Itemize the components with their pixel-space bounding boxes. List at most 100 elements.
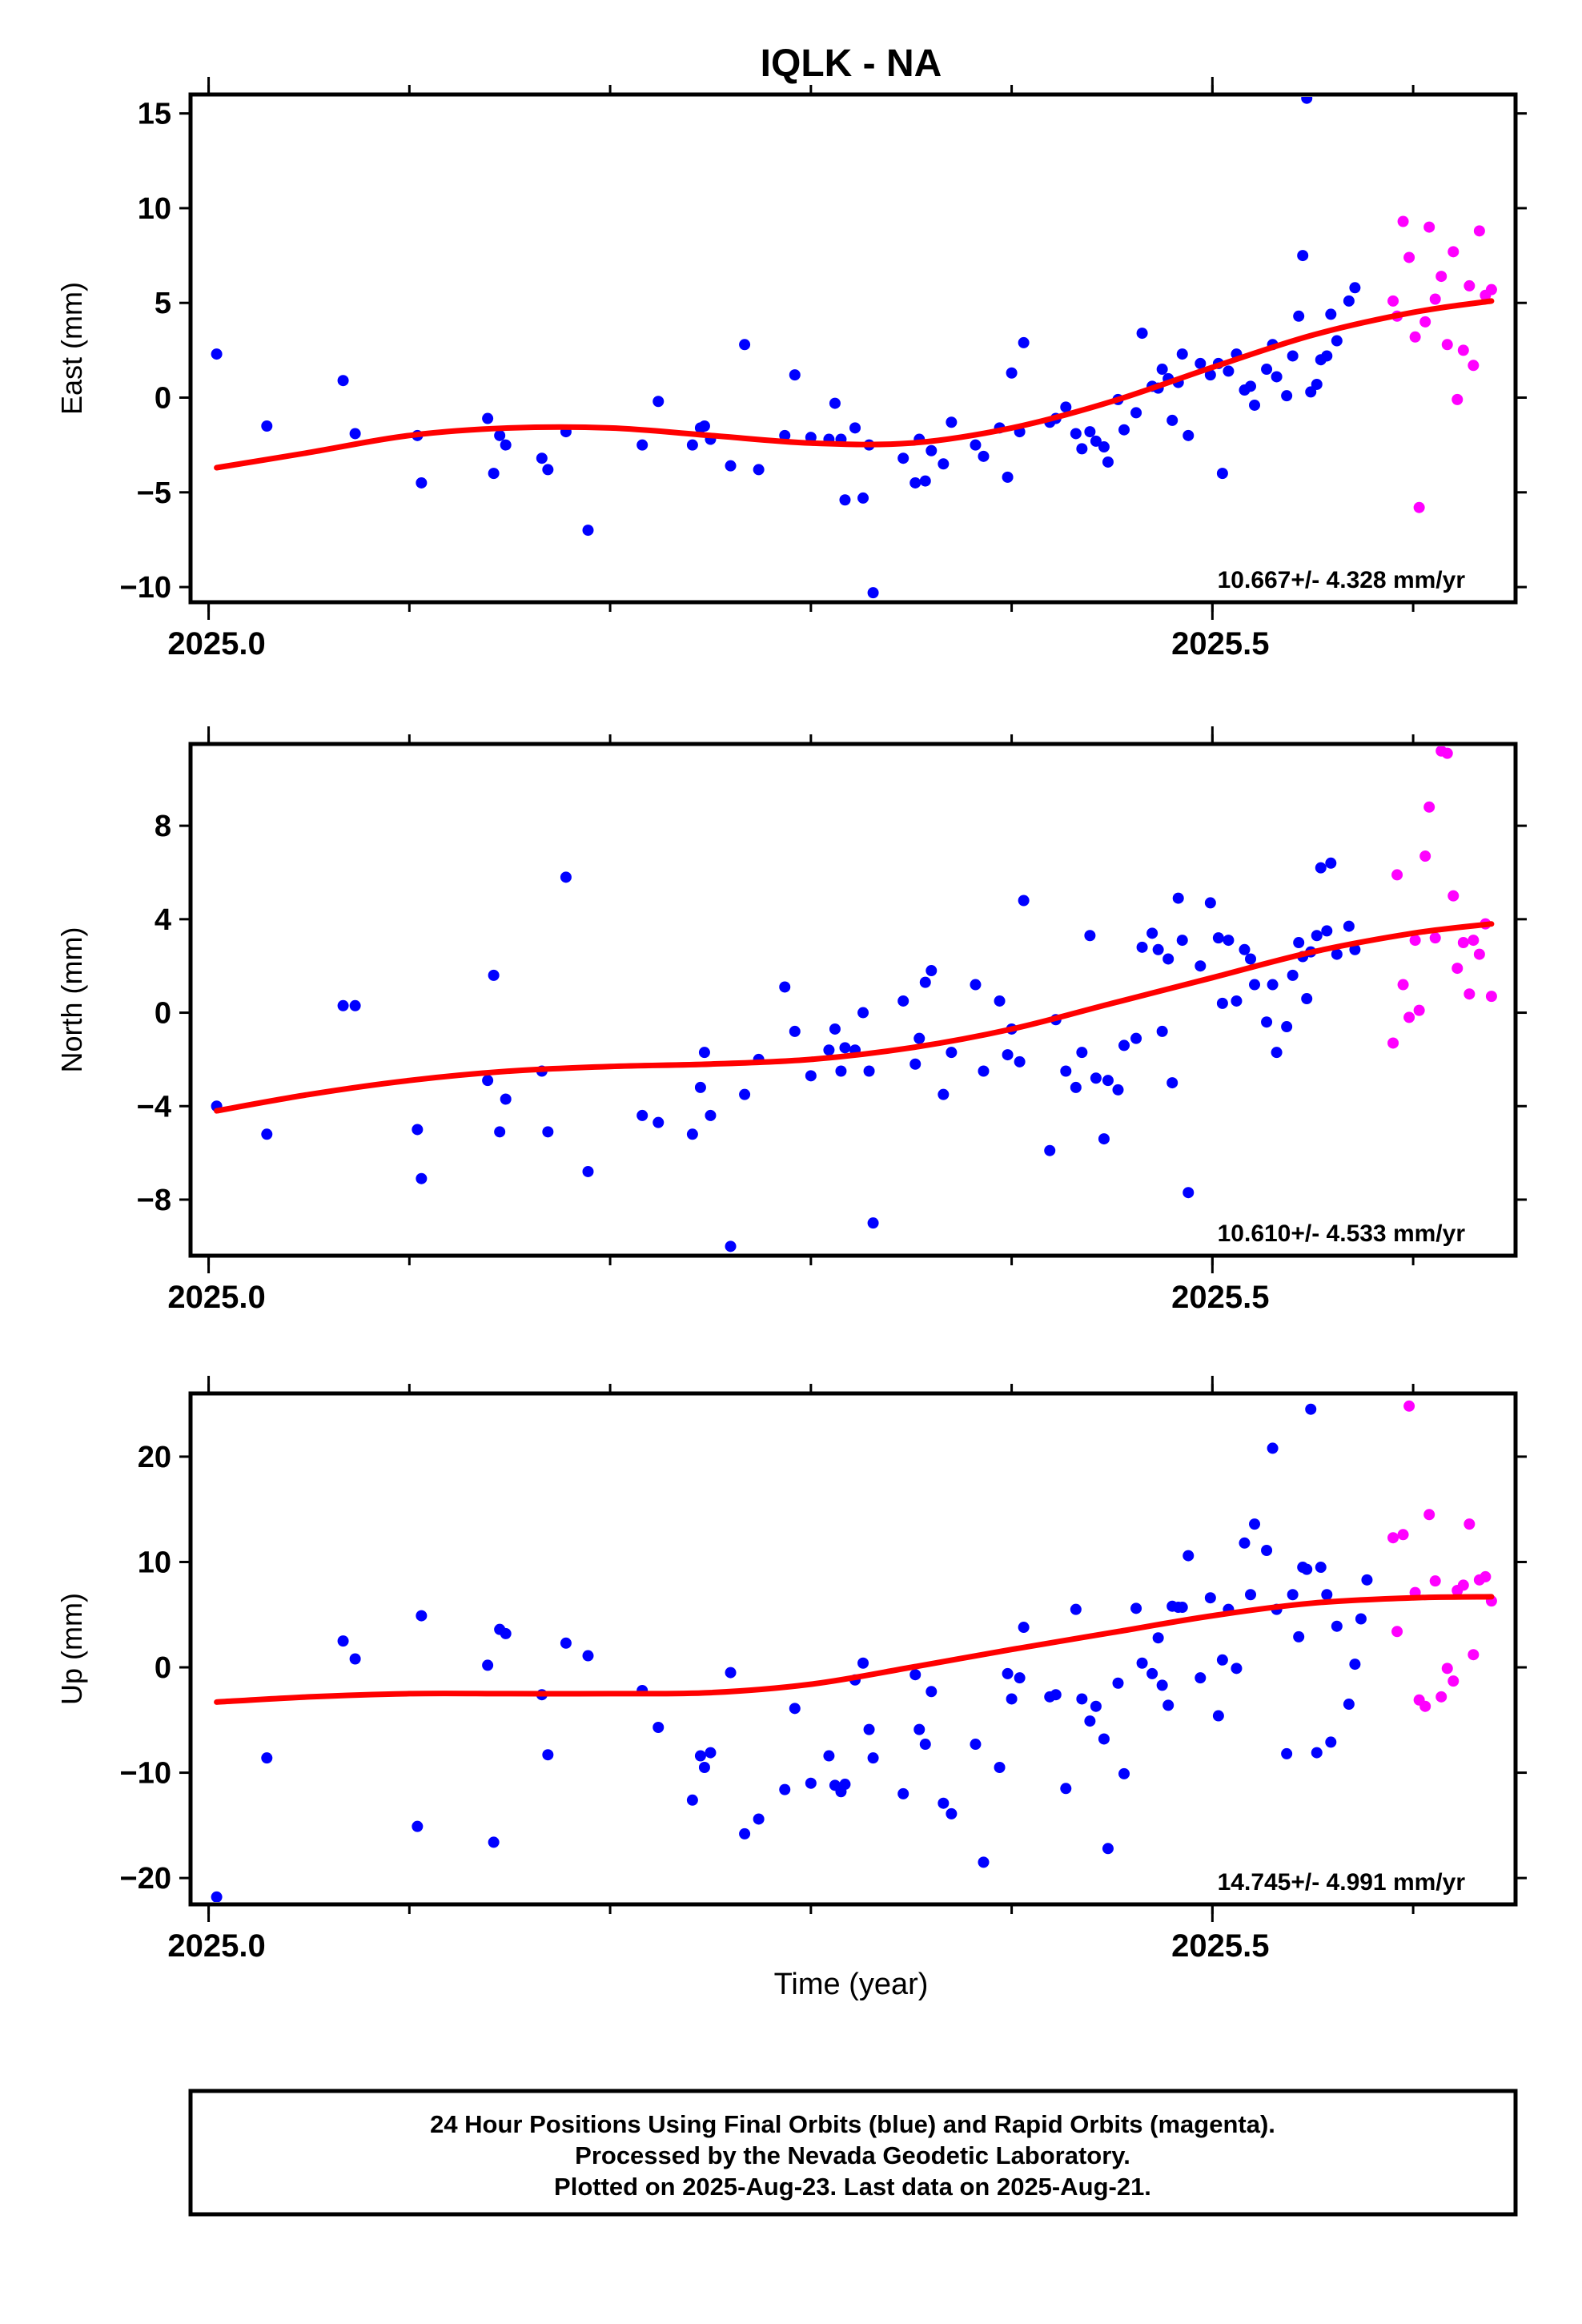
up-final-point [1014, 1672, 1026, 1684]
north-final-point [1044, 1144, 1056, 1156]
north-final-point [1301, 993, 1313, 1005]
up-final-point [867, 1752, 879, 1764]
north-final-point [1293, 937, 1305, 949]
north-final-point [1162, 953, 1174, 965]
east-final-point [494, 429, 506, 441]
east-final-point [909, 476, 921, 489]
up-rapid-point [1391, 1626, 1403, 1638]
up-final-point [560, 1637, 572, 1649]
north-final-point [739, 1088, 751, 1100]
east-final-point [926, 444, 938, 456]
east-final-point [1002, 471, 1014, 483]
north-final-point [978, 1065, 990, 1077]
north-final-point [863, 1065, 875, 1077]
east-final-point [1223, 365, 1235, 377]
north-rapid-point [1387, 1037, 1399, 1049]
north-final-point [946, 1047, 958, 1059]
up-rapid-point [1457, 1579, 1469, 1591]
north-rapid-point [1403, 1011, 1415, 1023]
east-final-point [849, 422, 861, 434]
east-final-point [1293, 310, 1305, 322]
north-ytick-label: 0 [155, 997, 171, 1031]
east-ytick-label: 15 [138, 98, 171, 131]
north-final-point [412, 1124, 424, 1136]
up-final-point [1002, 1667, 1014, 1679]
up-final-point [694, 1750, 706, 1762]
up-final-point [500, 1627, 512, 1639]
north-panel: North (mm) −8 −4 0 4 8 2025.0 2025.5 10.610+/… [55, 726, 1527, 1315]
north-final-point [636, 1109, 648, 1121]
east-final-point [500, 439, 512, 451]
up-final-point [1325, 1736, 1337, 1748]
up-rapid-point [1419, 1700, 1431, 1712]
east-ytick-label: −5 [137, 476, 171, 510]
north-rapid-point [1452, 963, 1464, 975]
east-final-point [739, 339, 751, 351]
east-final-point [1311, 378, 1323, 390]
north-ytick-label: −4 [137, 1090, 171, 1124]
east-final-point [1331, 335, 1343, 347]
north-final-point [1130, 1032, 1142, 1044]
north-final-point [1239, 943, 1251, 955]
up-final-point [1305, 1403, 1317, 1415]
east-final-point [1084, 426, 1096, 438]
north-final-point [1102, 1075, 1114, 1087]
up-final-point [913, 1723, 926, 1735]
up-rapid-point [1435, 1691, 1447, 1703]
east-final-point [1305, 386, 1317, 398]
up-final-point [946, 1807, 958, 1819]
up-final-point [1261, 1545, 1273, 1557]
up-final-point [1112, 1677, 1124, 1689]
east-final-point [1281, 390, 1293, 402]
up-final-point [1231, 1663, 1243, 1675]
east-final-point [337, 375, 349, 387]
north-rapid-point [1397, 979, 1409, 991]
east-final-point [919, 475, 931, 487]
up-final-point [1018, 1622, 1030, 1634]
east-rapid-point [1468, 360, 1480, 372]
up-rapid-point [1423, 1509, 1435, 1521]
up-final-point [349, 1653, 361, 1665]
east-rapid-point [1473, 225, 1485, 237]
up-final-point [1090, 1700, 1102, 1712]
north-final-point [349, 999, 361, 1011]
north-final-point [970, 979, 982, 991]
east-ytick-label: 0 [155, 382, 171, 416]
east-final-point [1287, 350, 1299, 362]
north-plot-frame [188, 742, 1518, 1258]
up-rapid-point [1429, 1575, 1441, 1587]
east-final-point [698, 420, 710, 432]
up-final-point [789, 1703, 801, 1715]
up-final-point [1136, 1657, 1148, 1669]
east-rapid-point [1397, 215, 1409, 227]
north-fit-line [214, 921, 1495, 1114]
north-rate-label: 10.610+/- 4.533 mm/yr [1218, 1220, 1466, 1247]
up-final-point [1146, 1667, 1158, 1679]
east-final-point [1070, 428, 1082, 440]
north-final-point [779, 981, 791, 993]
north-final-point [835, 1065, 847, 1077]
north-final-point [1212, 932, 1224, 944]
up-data-points [211, 1400, 1497, 1902]
east-final-point [867, 587, 879, 599]
north-final-point [416, 1172, 428, 1184]
north-rapid-point [1473, 948, 1485, 960]
east-xtick-label: 2025.0 [167, 626, 265, 661]
north-final-point [913, 1032, 926, 1044]
north-final-point [1152, 943, 1164, 955]
east-y-tick-labels: −10 −5 0 5 10 15 [120, 98, 171, 605]
north-rapid-point [1441, 747, 1453, 759]
north-final-point [1118, 1039, 1130, 1051]
east-panel: East (mm) −10 −5 0 5 10 15 2025.0 2025.5 10.66… [55, 77, 1527, 661]
east-rapid-point [1435, 271, 1447, 283]
up-final-point [1355, 1613, 1367, 1625]
up-final-point [1102, 1843, 1114, 1855]
north-final-point [560, 871, 572, 883]
north-rapid-point [1464, 988, 1476, 1000]
east-final-point [686, 439, 698, 451]
up-final-point [1130, 1602, 1142, 1614]
up-final-point [482, 1659, 494, 1671]
up-rapid-point [1441, 1663, 1453, 1675]
east-final-point [1136, 328, 1148, 340]
up-final-point [1349, 1659, 1361, 1671]
